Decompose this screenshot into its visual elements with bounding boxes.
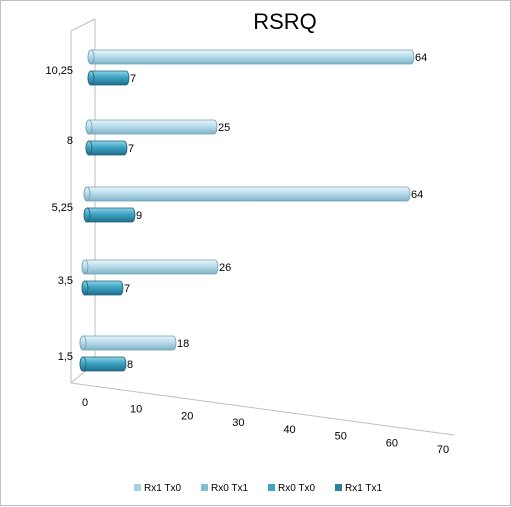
category-label: 8 xyxy=(67,135,73,147)
data-label: 7 xyxy=(128,143,134,155)
bar-rx1-tx0 xyxy=(83,186,411,202)
bar-rx0-tx0 xyxy=(83,207,136,223)
legend-label: Rx1 Tx0 xyxy=(144,483,181,494)
legend-label: Rx0 Tx1 xyxy=(211,483,248,494)
bar-rx1-tx0 xyxy=(87,49,415,65)
bars: 18 26 64 25 64 8 7 9 7 7 xyxy=(79,49,427,372)
x-tick-labels: 0 10 20 30 40 50 60 70 xyxy=(82,397,449,456)
data-label: 64 xyxy=(415,52,427,64)
category-label: 10,25 xyxy=(45,65,73,77)
data-label: 64 xyxy=(411,189,423,201)
x-tick-label: 10 xyxy=(130,404,142,416)
legend-label: Rx0 Tx0 xyxy=(278,483,315,494)
legend: Rx1 Tx0 Rx0 Tx1 Rx0 Tx0 Rx1 Tx1 xyxy=(134,483,382,494)
legend-swatch xyxy=(134,484,141,491)
x-tick-label: 30 xyxy=(232,417,244,429)
legend-swatch xyxy=(201,484,208,491)
legend-item: Rx1 Tx0 xyxy=(134,483,181,494)
data-label: 8 xyxy=(127,359,133,371)
legend-item: Rx0 Tx0 xyxy=(268,483,315,494)
legend-swatch xyxy=(335,484,342,491)
legend-swatch xyxy=(268,484,275,491)
data-label: 18 xyxy=(177,338,189,350)
data-label: 26 xyxy=(219,262,231,274)
x-tick-label: 20 xyxy=(181,410,193,422)
wall-top-edge xyxy=(70,18,96,32)
x-tick-label: 60 xyxy=(386,437,398,449)
category-label: 3,5 xyxy=(58,275,73,287)
bar-rx1-tx0 xyxy=(81,259,219,275)
data-label: 25 xyxy=(218,122,230,134)
x-tick-label: 0 xyxy=(82,397,88,409)
bar-rx1-tx0 xyxy=(79,335,177,351)
legend-label: Rx1 Tx1 xyxy=(345,483,382,494)
category-labels: 1,5 3,5 5,25 8 10,25 xyxy=(45,65,73,363)
data-label: 7 xyxy=(130,73,136,85)
x-tick-label: 50 xyxy=(335,431,347,443)
legend-item: Rx1 Tx1 xyxy=(335,483,382,494)
bar-rx0-tx0 xyxy=(81,280,124,296)
bar-rx0-tx0 xyxy=(79,356,127,372)
chart-title: RSRQ xyxy=(253,9,317,34)
category-label: 5,25 xyxy=(52,202,73,214)
bar-rx0-tx0 xyxy=(85,140,128,156)
category-label: 1,5 xyxy=(58,351,73,363)
x-tick-label: 70 xyxy=(437,444,449,456)
floor-front-edge xyxy=(70,382,455,436)
legend-item: Rx0 Tx1 xyxy=(201,483,248,494)
data-label: 9 xyxy=(136,210,142,222)
data-label: 7 xyxy=(124,283,130,295)
bar-rx1-tx0 xyxy=(85,119,218,135)
bar-rx0-tx0 xyxy=(87,70,130,86)
x-tick-label: 40 xyxy=(283,424,295,436)
